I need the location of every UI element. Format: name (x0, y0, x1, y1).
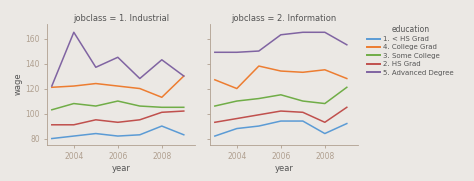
Title: jobclass = 2. Information: jobclass = 2. Information (231, 14, 337, 23)
Y-axis label: wage: wage (13, 73, 22, 96)
X-axis label: year: year (112, 164, 130, 173)
Legend: 1. < HS Grad, 4. College Grad, 3. Some College, 2. HS Grad, 5. Advanced Degree: 1. < HS Grad, 4. College Grad, 3. Some C… (367, 25, 454, 76)
X-axis label: year: year (275, 164, 293, 173)
Title: jobclass = 1. Industrial: jobclass = 1. Industrial (73, 14, 169, 23)
